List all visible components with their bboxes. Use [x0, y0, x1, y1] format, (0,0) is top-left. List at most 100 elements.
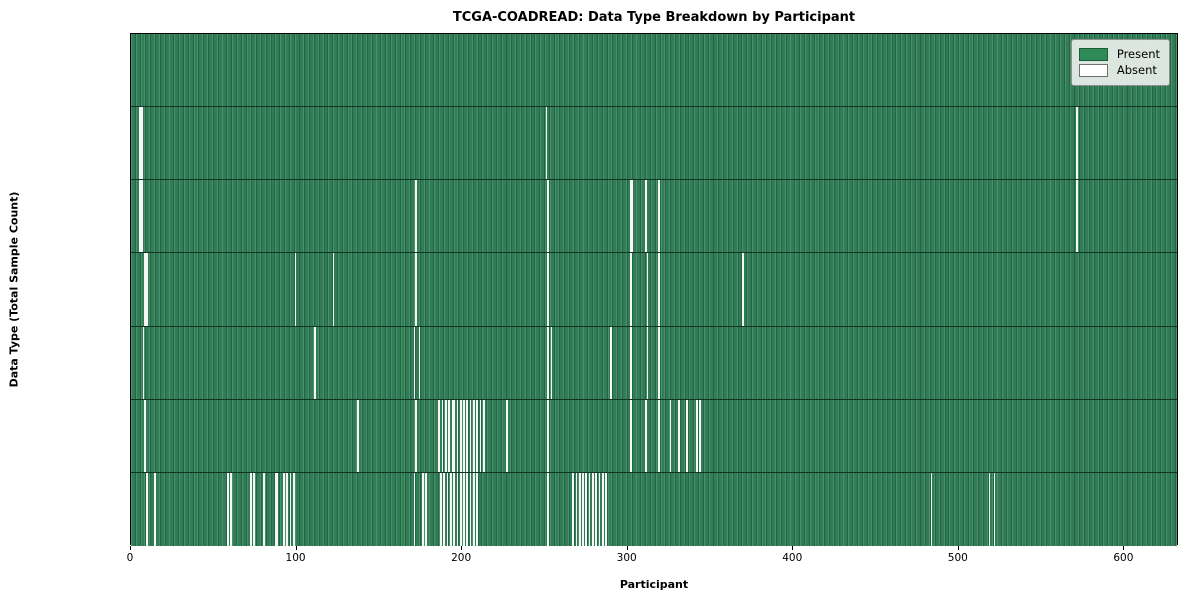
absent-stripe	[473, 400, 475, 472]
absent-stripe	[605, 473, 607, 546]
absent-stripe	[595, 473, 598, 546]
heatmap-row-BCR: BCR (633)	[131, 34, 1177, 107]
absent-stripe	[144, 253, 146, 326]
present-fill	[131, 473, 1177, 546]
absent-stripe	[592, 473, 594, 546]
legend-present-label: Present	[1116, 47, 1160, 61]
absent-stripe	[699, 400, 702, 472]
absent-stripe	[1076, 107, 1078, 179]
absent-stripe	[658, 327, 660, 399]
heatmap-row-Clinical: Clinical (629)	[131, 107, 1177, 180]
absent-stripe	[418, 327, 421, 399]
absent-stripe	[631, 180, 634, 252]
absent-stripe	[588, 473, 591, 546]
absent-stripe	[263, 473, 265, 546]
x-tick-label: 0	[126, 552, 134, 564]
absent-stripe	[1076, 180, 1078, 252]
absent-stripe	[686, 400, 688, 472]
absent-stripe	[142, 327, 145, 399]
absent-stripe	[476, 400, 479, 472]
absent-stripe	[742, 253, 745, 326]
absent-stripe	[463, 400, 465, 472]
present-fill	[131, 327, 1177, 399]
x-axis-label: Participant	[619, 578, 689, 591]
x-tick-label: 100	[285, 552, 306, 564]
absent-stripe	[578, 473, 581, 546]
absent-stripe	[630, 400, 632, 472]
x-tick-mark	[626, 546, 628, 550]
absent-stripe	[988, 473, 991, 546]
absent-stripe	[550, 327, 553, 399]
absent-stripe	[145, 253, 148, 326]
absent-stripe	[253, 473, 255, 546]
x-tick-mark	[792, 546, 794, 550]
absent-stripe	[644, 400, 647, 472]
absent-stripe	[446, 473, 449, 546]
legend-absent-label: Absent	[1116, 63, 1157, 77]
absent-stripe	[140, 180, 143, 252]
absent-stripe	[669, 400, 672, 472]
absent-stripe	[547, 180, 550, 252]
absent-stripe	[421, 473, 424, 546]
absent-stripe	[601, 473, 604, 546]
absent-stripe	[572, 473, 574, 546]
absent-stripe	[582, 473, 584, 546]
absent-stripe	[440, 473, 442, 546]
absent-stripe	[696, 400, 698, 472]
absent-stripe	[140, 107, 143, 179]
absent-stripe	[145, 473, 148, 546]
x-tick-label: 400	[782, 552, 803, 564]
absent-stripe	[547, 473, 550, 546]
legend-entry-present: Present	[1078, 47, 1160, 61]
absent-stripe	[448, 400, 450, 472]
absent-stripe	[456, 400, 459, 472]
heatmap-row-MAF: MAF (590)	[131, 473, 1177, 546]
present-fill	[131, 180, 1177, 252]
heatmap-plot-area: BCR (633)Clinical (629)CN (624)mRNA (623…	[130, 33, 1178, 546]
absent-stripe	[292, 473, 295, 546]
absent-stripe	[598, 473, 601, 546]
heatmap-row-miR: miR (605)	[131, 400, 1177, 473]
absent-stripe	[459, 473, 462, 546]
legend-entry-absent: Absent	[1078, 63, 1160, 77]
absent-stripe	[482, 400, 485, 472]
absent-stripe	[314, 327, 317, 399]
present-fill	[131, 253, 1177, 326]
absent-stripe	[453, 473, 455, 546]
absent-stripe	[630, 327, 632, 399]
heatmap-rows: BCR (633)Clinical (629)CN (624)mRNA (623…	[131, 34, 1177, 546]
absent-stripe	[658, 253, 660, 326]
absent-stripe	[547, 327, 550, 399]
absent-stripe	[453, 400, 455, 472]
absent-stripe	[646, 327, 649, 399]
present-fill	[131, 107, 1177, 179]
absent-stripe	[547, 253, 550, 326]
x-tick-mark	[957, 546, 959, 550]
absent-stripe	[993, 473, 996, 546]
absent-stripe	[658, 400, 660, 472]
x-tick-mark	[1123, 546, 1125, 550]
absent-stripe	[456, 473, 459, 546]
x-tick-mark	[295, 546, 297, 550]
absent-stripe	[283, 473, 285, 546]
absent-stripe	[294, 253, 297, 326]
absent-stripe	[630, 253, 632, 326]
absent-stripe	[425, 473, 427, 546]
x-tick-label: 300	[616, 552, 637, 564]
heatmap-row-CN: CN (624)	[131, 180, 1177, 253]
absent-stripe	[658, 180, 660, 252]
absent-stripe	[226, 473, 229, 546]
absent-stripe	[415, 180, 417, 252]
x-tick-label: 200	[451, 552, 472, 564]
x-tick-mark	[130, 546, 131, 550]
absent-stripe	[441, 400, 444, 472]
absent-stripe	[274, 473, 277, 546]
x-tick-label: 600	[1113, 552, 1134, 564]
absent-stripe	[139, 107, 141, 179]
absent-stripe	[547, 400, 550, 472]
absent-stripe	[575, 473, 578, 546]
absent-stripe	[646, 253, 649, 326]
absent-stripe	[545, 107, 548, 179]
absent-stripe	[463, 473, 465, 546]
